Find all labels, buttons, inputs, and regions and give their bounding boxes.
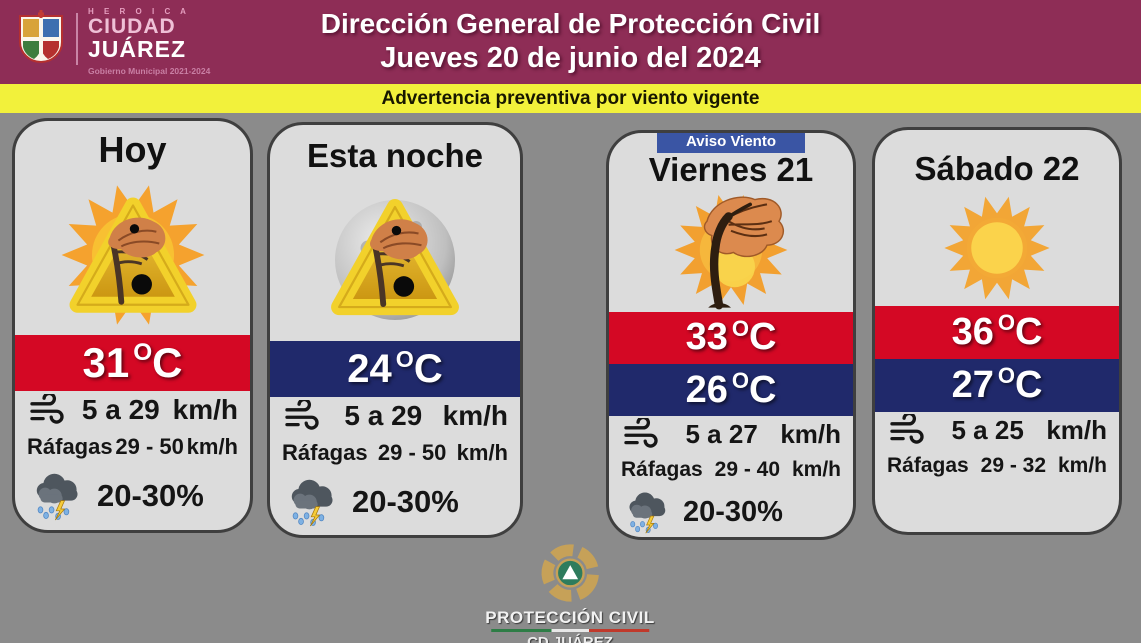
gust-range: 29 - 50 [377, 440, 447, 465]
rain-probability: 20-30% [683, 495, 783, 528]
city-logo: H E R O I C A CIUDAD JUÁREZ Gobierno Mun… [16, 5, 210, 76]
wind-row: 5 a 29 km/h [15, 391, 250, 429]
footer: PROTECCIÓN CIVIL CD.JUÁREZ [485, 540, 655, 643]
city-crest-icon [19, 10, 63, 64]
gust-label: Ráfagas [621, 457, 703, 481]
gust-row: Ráfagas 29 - 50 km/h [270, 435, 520, 471]
gust-label: Ráfagas [887, 454, 969, 477]
wind-row: 5 a 25 km/h [875, 412, 1119, 448]
low-temp-band: 24 O C [270, 341, 520, 397]
wind-advisory-badge: Aviso Viento [657, 133, 805, 153]
degree-letter: C [413, 346, 443, 391]
degree-letter: C [1014, 364, 1043, 406]
footer-city: CD.JUÁREZ [527, 634, 613, 643]
rain-row: 20-30% [270, 471, 520, 533]
wind-icon [624, 418, 658, 449]
degree-symbol: O [731, 367, 749, 393]
page-title: Dirección General de Protección Civil [320, 8, 821, 39]
low-temp-band: 26 O C [609, 363, 853, 417]
low-temp-value: 24 [347, 346, 392, 391]
advisory-banner: Advertencia preventiva por viento vigent… [0, 84, 1141, 113]
degree-symbol: O [997, 363, 1015, 389]
storm-cloud-icon [36, 473, 78, 521]
gust-unit: km/h [186, 434, 238, 459]
card-title: Sábado 22 [914, 150, 1080, 187]
sun-warning-windblown-tree-icon [15, 175, 250, 335]
forecast-card-sabado-22: Sábado 22 36 O C 27 O C 5 a 25 km/h Ráfagas … [872, 127, 1122, 535]
degree-letter: C [152, 339, 183, 386]
wind-icon [30, 394, 64, 424]
wind-row: 5 a 27 km/h [609, 416, 853, 452]
forecast-card-viernes-21: Aviso Viento Viernes 21 33 O C 26 O C 5 a 27… [606, 130, 856, 540]
storm-cloud-icon [629, 492, 666, 534]
low-temp-value: 27 [951, 364, 994, 406]
header-titles: Dirección General de Protección Civil Ju… [0, 0, 1141, 75]
degree-symbol: O [395, 345, 414, 372]
card-title: Esta noche [306, 137, 484, 174]
gust-unit: km/h [456, 440, 508, 465]
moon-warning-windblown-tree-icon [270, 179, 520, 341]
gust-row: Ráfagas 29 - 50 km/h [15, 429, 250, 465]
gust-unit: km/h [791, 457, 841, 481]
header: H E R O I C A CIUDAD JUÁREZ Gobierno Mun… [0, 0, 1141, 84]
degree-letter: C [748, 316, 777, 359]
footer-tricolor-underline [490, 629, 649, 632]
low-temp-value: 26 [685, 368, 728, 411]
rain-row: 20-30% [15, 465, 250, 527]
high-temp-band: 33 O C [609, 311, 853, 364]
sun-windblown-tree-icon [609, 189, 853, 312]
wind-unit: km/h [1046, 414, 1107, 445]
gust-unit: km/h [1057, 454, 1107, 477]
sun-icon [875, 190, 1119, 306]
card-title: Viernes 21 [648, 151, 814, 188]
high-temp-value: 36 [951, 311, 994, 353]
rain-probability: 20-30% [97, 478, 204, 513]
gust-label: Ráfagas [27, 434, 113, 459]
logo-heroica: H E R O I C A [88, 7, 190, 16]
degree-letter: C [748, 368, 777, 411]
low-temp-band: 27 O C [875, 359, 1119, 412]
gust-row: Ráfagas 29 - 32 km/h [875, 448, 1119, 484]
page-date: Jueves 20 de junio del 2024 [380, 42, 761, 74]
gust-label: Ráfagas [282, 440, 368, 465]
gust-range: 29 - 32 [980, 454, 1047, 477]
forecast-card-esta-noche: Esta noche 24 O C 5 a 29 km/h Ráfagas 29 -… [267, 122, 523, 538]
degree-symbol: O [731, 315, 749, 341]
card-title: Hoy [98, 129, 167, 170]
high-temp-value: 31 [82, 339, 130, 386]
wind-icon [285, 400, 319, 430]
rain-row: 20-30% [609, 488, 853, 537]
high-temp-value: 33 [685, 316, 728, 359]
logo-divider [76, 13, 78, 65]
logo-juarez: JUÁREZ [88, 36, 187, 62]
forecast-card-hoy: Hoy 31 O C 5 a 29 km/h Ráfagas 29 - 50 km/… [12, 118, 253, 533]
wind-unit: km/h [442, 400, 508, 431]
high-temp-band: 31 O C [15, 335, 250, 391]
degree-symbol: O [133, 338, 153, 366]
degree-symbol: O [997, 310, 1015, 336]
wind-range: 5 a 27 [685, 418, 758, 449]
rain-probability: 20-30% [352, 484, 459, 519]
storm-cloud-icon [291, 479, 333, 527]
wind-range: 5 a 29 [344, 400, 423, 431]
wind-icon [890, 414, 924, 444]
footer-org: PROTECCIÓN CIVIL [485, 608, 655, 627]
wind-unit: km/h [172, 394, 238, 425]
wind-unit: km/h [780, 418, 841, 449]
logo-ciudad: CIUDAD [88, 15, 176, 38]
gust-range: 29 - 50 [115, 434, 184, 459]
wind-range: 5 a 29 [81, 394, 160, 425]
wind-range: 5 a 25 [951, 414, 1024, 445]
logo-tagline: Gobierno Municipal 2021-2024 [88, 66, 211, 76]
high-temp-band: 36 O C [875, 306, 1119, 359]
gust-row: Ráfagas 29 - 40 km/h [609, 452, 853, 488]
gust-range: 29 - 40 [714, 457, 781, 481]
proteccion-civil-emblem-icon [536, 540, 604, 606]
wind-row: 5 a 29 km/h [270, 397, 520, 435]
degree-letter: C [1014, 311, 1043, 353]
